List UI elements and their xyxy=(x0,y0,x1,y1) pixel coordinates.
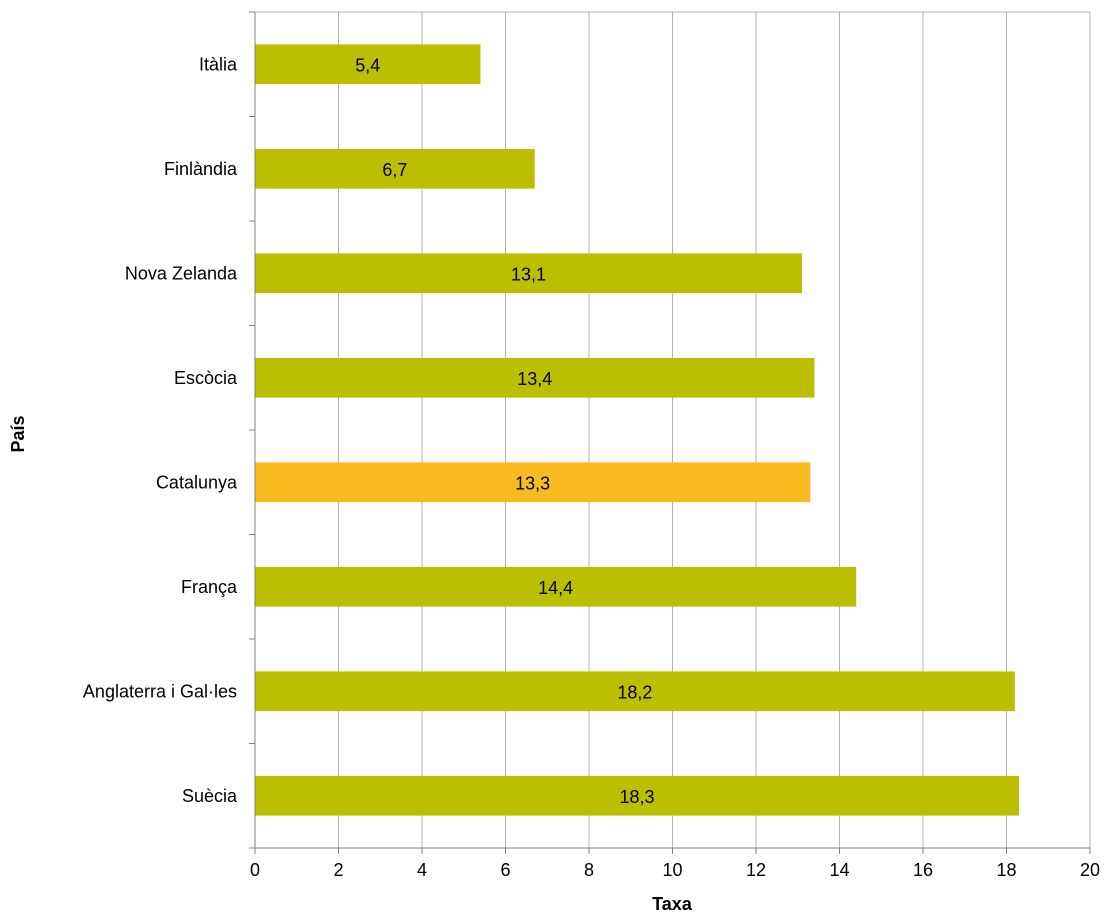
bars xyxy=(255,44,1020,816)
x-tick-label: 18 xyxy=(996,860,1016,880)
bar xyxy=(255,566,857,607)
x-tick-label: 6 xyxy=(500,860,510,880)
data-label: 5,4 xyxy=(355,55,380,75)
labels: 0 2 4 6 8 10 12 14 16 18 20 Itàlia 5,4 Finlàndia 6,7 No… xyxy=(83,54,1100,880)
x-tick-label: 12 xyxy=(746,860,766,880)
axes xyxy=(249,11,1091,854)
y-category-label: França xyxy=(181,577,238,597)
x-tick-label: 20 xyxy=(1080,860,1100,880)
y-category-label: Itàlia xyxy=(199,54,238,74)
bar xyxy=(255,357,815,398)
y-category-label: Suècia xyxy=(182,786,238,806)
data-label: 18,2 xyxy=(617,682,652,702)
data-label: 13,1 xyxy=(511,264,546,284)
x-tick-label: 14 xyxy=(829,860,849,880)
x-axis-title: Taxa xyxy=(652,894,693,914)
bar xyxy=(255,775,1020,816)
x-tick-label: 10 xyxy=(662,860,682,880)
bar xyxy=(255,44,481,85)
data-label: 6,7 xyxy=(382,160,407,180)
y-category-label: Nova Zelanda xyxy=(125,263,238,283)
x-tick-label: 2 xyxy=(333,860,343,880)
data-label: 18,3 xyxy=(619,787,654,807)
x-tick-label: 0 xyxy=(250,860,260,880)
bar xyxy=(255,671,1015,712)
data-label: 13,3 xyxy=(515,473,550,493)
x-tick-label: 16 xyxy=(913,860,933,880)
bar xyxy=(255,462,811,503)
x-tick-label: 8 xyxy=(584,860,594,880)
x-tick-label: 4 xyxy=(417,860,427,880)
grid-lines xyxy=(254,11,1091,848)
data-label: 13,4 xyxy=(517,369,552,389)
bar xyxy=(255,253,802,294)
y-category-label: Finlàndia xyxy=(164,159,238,179)
y-category-label: Escòcia xyxy=(174,368,238,388)
bar xyxy=(255,148,535,189)
y-axis-title: País xyxy=(8,415,28,452)
y-category-label: Anglaterra i Gal·les xyxy=(83,681,237,701)
y-category-label: Catalunya xyxy=(156,472,238,492)
data-label: 14,4 xyxy=(538,578,573,598)
